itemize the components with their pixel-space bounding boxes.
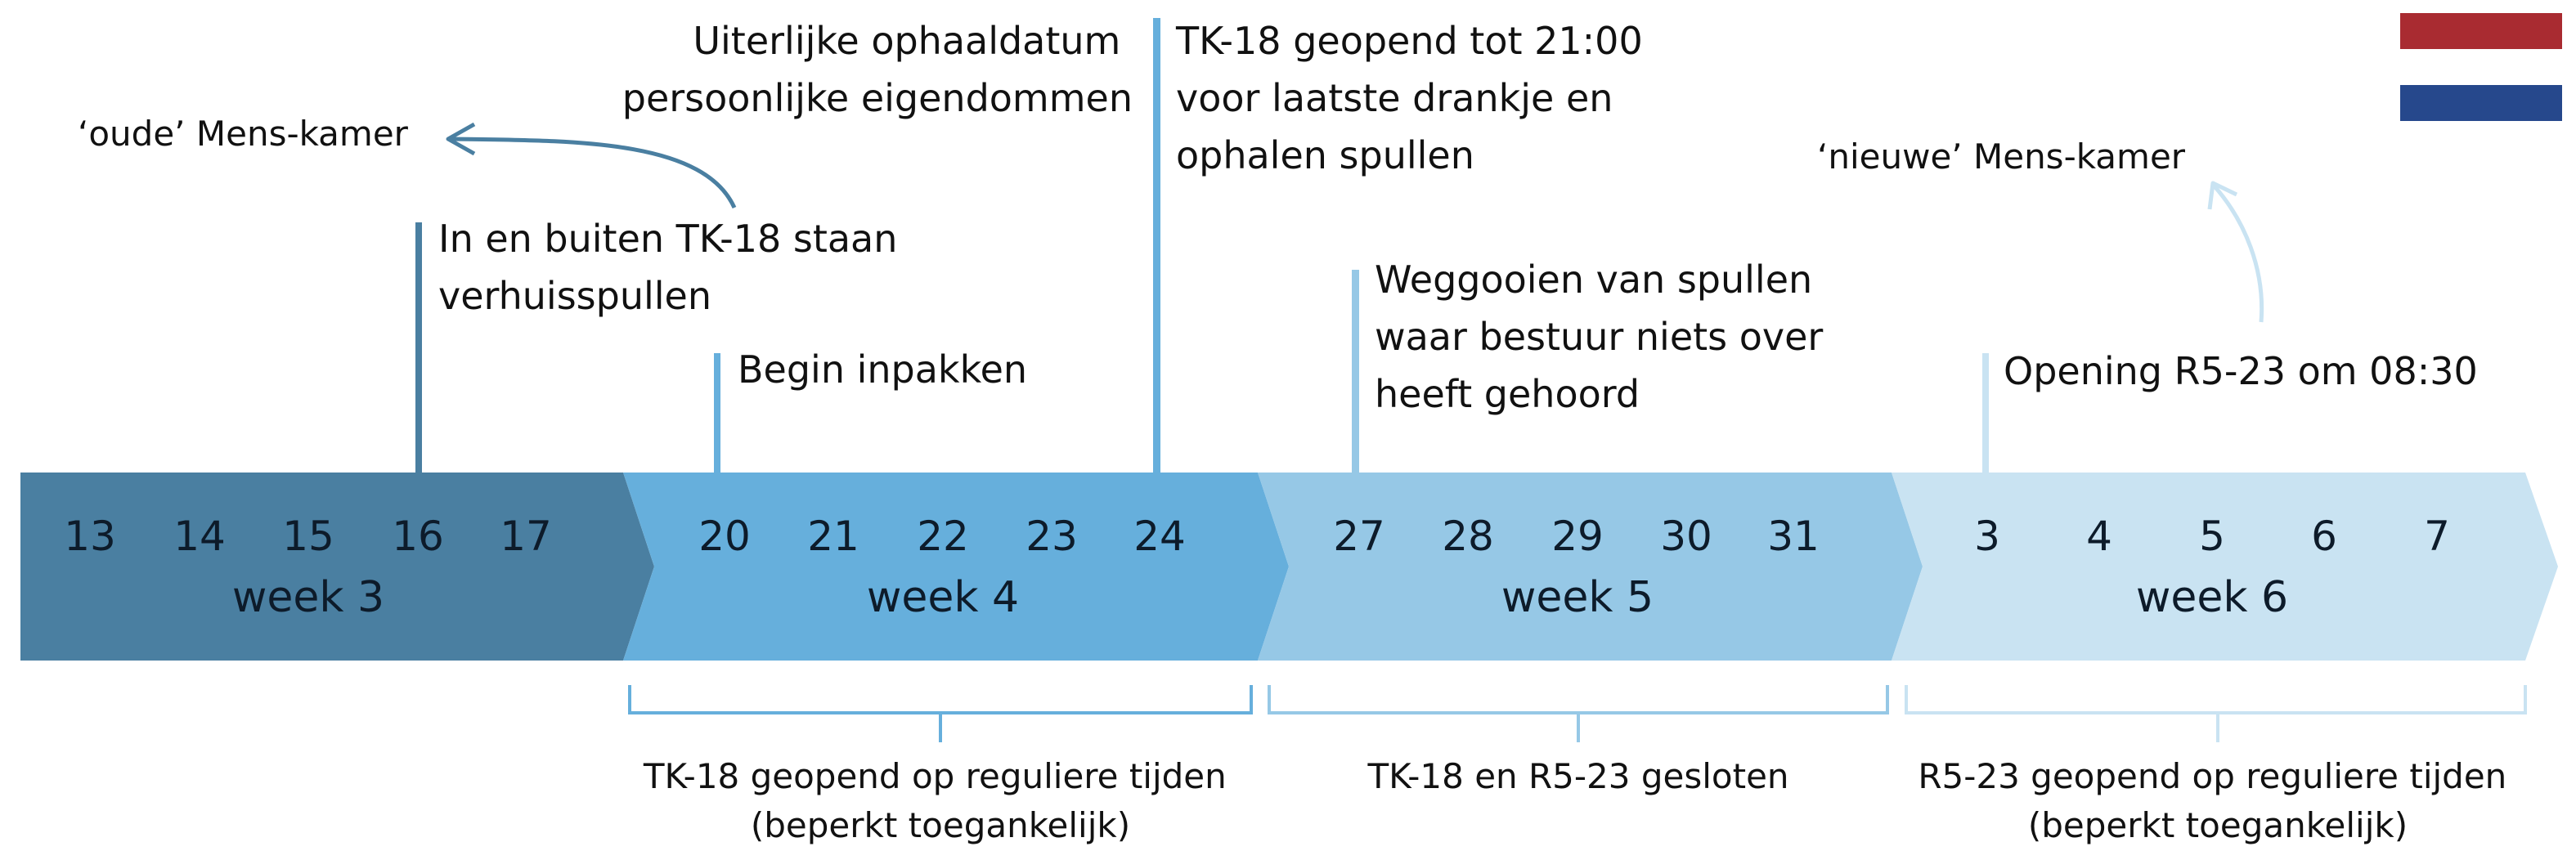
marker-day-20 (714, 353, 720, 473)
new-room-arrow-head (2207, 181, 2238, 210)
period-2-label: TK-18 en R5-23 gesloten (1367, 756, 1788, 796)
period-1-line-2: (beperkt toegankelijk) (751, 805, 1130, 845)
event-ophaaldatum-line-1: Uiterlijke ophaaldatum (693, 19, 1120, 63)
event-tk18-line-1: TK-18 geopend tot 21:00 (1175, 19, 1643, 63)
flag-red-stripe (2400, 13, 2562, 49)
event-weggooien: Weggooien van spullen waar bestuur niets… (1375, 258, 1835, 416)
day-20: 20 (698, 513, 751, 560)
event-opening-line-1: Opening R5-23 om 08:30 (2004, 349, 2478, 393)
day-3: 3 (1974, 513, 2000, 560)
flag-white-stripe (2400, 49, 2562, 85)
day-7: 7 (2424, 513, 2450, 560)
day-15: 15 (282, 513, 334, 560)
event-opening-r5-23: Opening R5-23 om 08:30 (2004, 349, 2478, 393)
week-4-segment (623, 473, 1289, 661)
bracket-3-shape (1905, 685, 2527, 742)
period-bracket-3 (1905, 685, 2527, 742)
flag-blue-stripe (2400, 85, 2562, 121)
event-weggooien-line-3: heeft gehoord (1375, 372, 1640, 416)
day-labels: 13 14 15 16 17 20 21 22 23 24 27 28 29 3… (64, 513, 2450, 560)
day-29: 29 (1551, 513, 1604, 560)
event-weggooien-line-2: waar bestuur niets over (1375, 315, 1823, 359)
event-tk18-line-2: voor laatste drankje en (1176, 76, 1613, 120)
bracket-2-shape (1268, 685, 1889, 742)
old-room-arrow-head (446, 122, 476, 156)
week-4-label: week 4 (867, 573, 1019, 622)
event-tk18-line-3: ophalen spullen (1176, 133, 1474, 177)
day-17: 17 (500, 513, 552, 560)
event-markers (415, 18, 1989, 473)
event-tk18-geopend-tot-2100: TK-18 geopend tot 21:00 voor laatste dra… (1175, 19, 1654, 177)
new-room-label: ‘nieuwe’ Mens-kamer (1817, 137, 2186, 177)
period-2-line-1: TK-18 en R5-23 gesloten (1367, 756, 1788, 796)
day-27: 27 (1333, 513, 1385, 560)
day-23: 23 (1025, 513, 1078, 560)
event-weggooien-line-1: Weggooien van spullen (1375, 258, 1812, 302)
day-30: 30 (1660, 513, 1712, 560)
period-3-line-2: (beperkt toegankelijk) (2028, 805, 2408, 845)
dutch-flag-icon (2400, 13, 2562, 121)
period-3-line-1: R5-23 geopend op reguliere tijden (1918, 756, 2506, 796)
day-31: 31 (1767, 513, 1820, 560)
day-5: 5 (2199, 513, 2225, 560)
old-room-label: ‘oude’ Mens-kamer (78, 114, 409, 154)
marker-day-27 (1352, 270, 1359, 473)
day-13: 13 (64, 513, 116, 560)
period-3-label: R5-23 geopend op reguliere tijden (beper… (1918, 756, 2517, 845)
new-room-arrow-path (2213, 185, 2264, 323)
event-ophaaldatum-line-2: persoonlijke eigendommen (622, 76, 1133, 120)
event-begin-inpakken: Begin inpakken (738, 347, 1027, 392)
marker-day-24 (1153, 18, 1160, 473)
week-6-label: week 6 (2136, 573, 2288, 622)
day-22: 22 (917, 513, 969, 560)
day-14: 14 (173, 513, 226, 560)
curved-arrow-left-icon (446, 122, 737, 209)
week-5-label: week 5 (1501, 573, 1654, 622)
day-6: 6 (2311, 513, 2337, 560)
day-21: 21 (807, 513, 859, 560)
day-24: 24 (1133, 513, 1186, 560)
period-1-label: TK-18 geopend op reguliere tijden (beper… (643, 756, 1237, 845)
week-5-segment (1258, 473, 1923, 661)
week-6-segment (1892, 473, 2558, 661)
bracket-1-shape (628, 685, 1253, 742)
week-3-label: week 3 (232, 573, 384, 622)
period-1-line-1: TK-18 geopend op reguliere tijden (643, 756, 1227, 796)
old-room-arrow-path (451, 137, 737, 209)
week-3-segment (20, 473, 654, 661)
period-bracket-2 (1268, 685, 1889, 742)
event-verhuisspullen: In en buiten TK-18 staan verhuisspullen (438, 217, 909, 318)
period-bracket-1 (628, 685, 1253, 742)
week-labels: week 3 week 4 week 5 week 6 (232, 573, 2288, 622)
event-begin-inpakken-line-1: Begin inpakken (738, 347, 1027, 392)
day-16: 16 (392, 513, 444, 560)
day-28: 28 (1442, 513, 1494, 560)
event-verhuisspullen-line-1: In en buiten TK-18 staan (438, 217, 897, 261)
event-verhuisspullen-line-2: verhuisspullen (438, 274, 711, 318)
week-band (20, 473, 2558, 661)
day-4: 4 (2086, 513, 2112, 560)
curved-arrow-up-icon (2207, 181, 2264, 323)
marker-day-16 (415, 222, 422, 473)
marker-day-3 (1982, 353, 1989, 473)
event-ophaaldatum: Uiterlijke ophaaldatum persoonlijke eige… (622, 19, 1133, 120)
